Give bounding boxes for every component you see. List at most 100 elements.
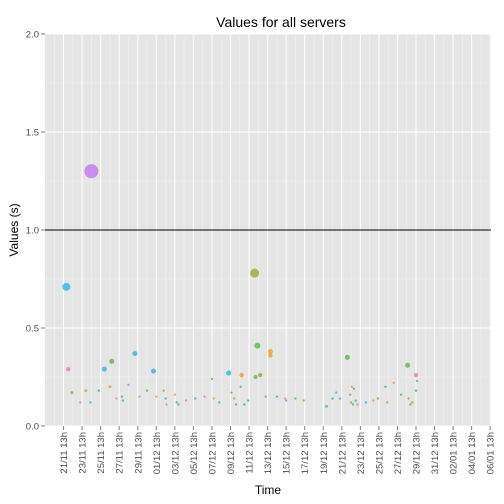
data-point: [335, 391, 338, 394]
data-point: [155, 395, 158, 398]
data-point: [145, 389, 149, 392]
data-point: [284, 397, 287, 400]
data-point: [392, 381, 395, 385]
data-point: [325, 405, 329, 408]
data-point: [151, 368, 157, 374]
data-point: [194, 397, 197, 400]
data-point: [415, 379, 419, 383]
data-point: [84, 164, 99, 179]
data-point: [97, 389, 100, 392]
x-tick-label: 27/11 13h: [115, 432, 126, 474]
data-point: [234, 403, 238, 406]
data-point: [351, 403, 355, 406]
data-point: [62, 282, 71, 291]
data-point: [405, 362, 411, 368]
x-tick-label: 17/12 13h: [300, 432, 311, 474]
data-point: [356, 403, 359, 406]
data-point: [70, 391, 74, 395]
data-point: [210, 377, 214, 381]
data-points: [62, 164, 419, 408]
y-tick-label: 1.5: [26, 128, 39, 139]
data-point: [127, 383, 130, 387]
x-tick-label: 25/12 13h: [374, 432, 385, 474]
data-point: [250, 268, 260, 278]
data-point: [350, 385, 354, 388]
x-tick-label: 07/12 13h: [207, 432, 218, 474]
data-point: [407, 397, 410, 400]
data-point: [354, 399, 357, 402]
data-point: [177, 403, 180, 406]
data-point: [409, 403, 412, 406]
data-point: [109, 358, 115, 364]
data-point: [294, 397, 297, 400]
data-point: [399, 393, 403, 396]
data-point: [101, 366, 107, 372]
data-point: [246, 399, 250, 402]
y-tick-label: 0.0: [26, 422, 39, 433]
x-tick-label: 01/12 13h: [152, 432, 163, 474]
x-tick-label: 27/12 13h: [393, 432, 404, 474]
data-point: [331, 397, 334, 400]
data-point: [268, 353, 273, 358]
data-point: [254, 342, 261, 349]
x-tick-label: 29/12 13h: [412, 432, 423, 474]
data-point: [275, 395, 279, 398]
x-tick-label: 29/11 13h: [133, 432, 144, 474]
data-point: [84, 389, 88, 393]
data-point: [376, 397, 380, 400]
x-tick-label: 06/01 13h: [486, 432, 497, 474]
data-point: [264, 395, 267, 398]
data-point: [175, 401, 178, 404]
data-point: [115, 397, 118, 400]
x-tick-label: 04/01 13h: [467, 432, 478, 474]
data-point: [372, 399, 375, 402]
data-point: [384, 385, 387, 388]
data-point: [226, 370, 232, 376]
y-tick-label: 0.5: [26, 324, 39, 335]
x-tick-label: 03/12 13h: [170, 432, 181, 474]
data-point: [121, 399, 125, 402]
x-tick-label: 11/12 13h: [245, 432, 256, 474]
data-point: [239, 372, 244, 378]
data-point: [120, 395, 124, 398]
x-tick-label: 09/12 13h: [226, 432, 237, 474]
y-axis-ticks: 0.0 0.5 1.0 1.5 2.0: [26, 30, 45, 433]
data-point: [344, 354, 350, 360]
data-point: [253, 375, 258, 379]
data-point: [411, 401, 414, 404]
data-point: [108, 385, 112, 389]
x-tick-label: 05/12 13h: [189, 432, 200, 474]
x-tick-label: 02/01 13h: [449, 432, 460, 474]
x-tick-label: 13/12 13h: [263, 432, 274, 474]
data-point: [218, 401, 221, 404]
data-point: [267, 349, 273, 355]
data-point: [364, 401, 368, 404]
data-point: [79, 401, 82, 404]
chart-title: Values for all servers: [216, 14, 346, 30]
x-tick-label: 15/12 13h: [282, 432, 293, 474]
data-point: [203, 395, 206, 398]
data-point: [348, 393, 352, 396]
data-point: [132, 350, 138, 356]
data-point: [173, 393, 177, 396]
data-point: [352, 387, 356, 390]
x-axis-label: Time: [255, 483, 282, 497]
data-point: [414, 389, 418, 392]
data-point: [65, 366, 71, 372]
x-tick-label: 19/12 13h: [319, 432, 330, 474]
data-point: [338, 397, 342, 400]
x-tick-label: 31/12 13h: [430, 432, 441, 474]
x-tick-label: 23/11 13h: [78, 432, 89, 474]
y-tick-label: 2.0: [26, 30, 39, 41]
data-point: [230, 391, 233, 394]
data-point: [162, 389, 165, 392]
data-point: [138, 395, 141, 398]
data-point: [302, 399, 305, 402]
data-point: [184, 399, 188, 402]
x-axis-ticks: 21/11 13h 23/11 13h 25/11 13h 27/11 13h 29/1…: [59, 426, 497, 474]
y-tick-label: 1.0: [26, 226, 39, 237]
x-tick-label: 21/11 13h: [59, 432, 70, 474]
data-point: [349, 401, 353, 404]
x-tick-label: 25/11 13h: [96, 432, 107, 474]
